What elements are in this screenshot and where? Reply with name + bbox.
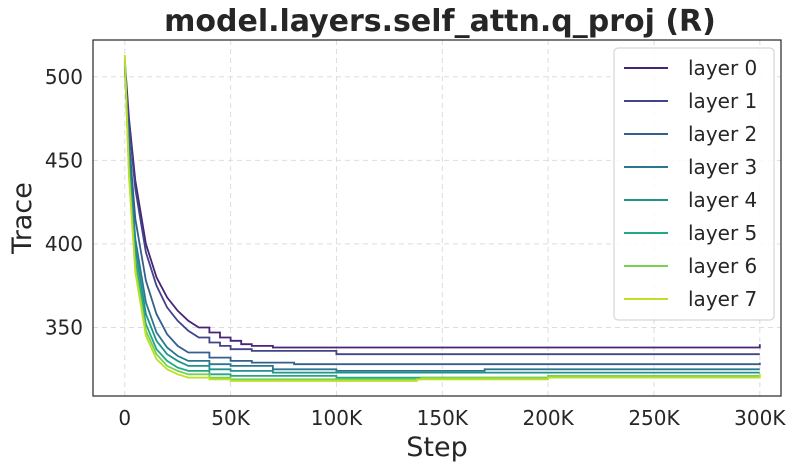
legend-label: layer 6 — [688, 254, 757, 278]
x-tick-labels: 0 50K 100K 150K 200K 250K 300K — [118, 406, 786, 430]
x-tick-label: 0 — [118, 406, 131, 430]
series-line-layer-2 — [123, 66, 761, 366]
legend-label: layer 7 — [688, 287, 757, 311]
series-line-layer-0 — [123, 60, 761, 349]
series-line-layer-5 — [123, 61, 760, 379]
legend-box — [613, 47, 775, 321]
plot-frame — [92, 39, 782, 397]
x-tick-label: 100K — [311, 406, 363, 430]
series-line-layer-7 — [123, 54, 761, 382]
y-axis-label: Trace — [7, 182, 38, 255]
y-tick-label: 350 — [45, 315, 83, 339]
series-lines — [123, 54, 761, 382]
chart-title: model.layers.self_attn.q_proj (R) — [164, 4, 716, 39]
y-tick-label: 500 — [45, 65, 83, 89]
y-tick-label: 400 — [45, 232, 83, 256]
legend-label: layer 3 — [688, 155, 757, 179]
y-tick-label: 450 — [45, 148, 83, 172]
series-line-layer-6 — [123, 58, 761, 381]
series-line-layer-3 — [123, 68, 760, 372]
series-line-layer-1 — [123, 63, 760, 356]
legend-label: layer 0 — [688, 56, 757, 80]
x-tick-label: 200K — [522, 406, 574, 430]
x-tick-label: 150K — [417, 406, 469, 430]
y-tick-labels: 350 400 450 500 — [45, 65, 83, 340]
legend-label: layer 4 — [688, 188, 757, 212]
legend-label: layer 1 — [688, 89, 757, 113]
x-axis-label: Step — [406, 432, 467, 463]
x-tick-label: 300K — [734, 406, 786, 430]
grid — [93, 40, 781, 396]
legend: layer 0 layer 1 layer 2 layer 3 layer 4 layer… — [613, 47, 775, 321]
x-tick-label: 50K — [211, 406, 250, 430]
legend-label: layer 5 — [688, 221, 757, 245]
x-tick-label: 250K — [628, 406, 680, 430]
series-line-layer-4 — [123, 63, 760, 374]
legend-label: layer 2 — [688, 122, 757, 146]
